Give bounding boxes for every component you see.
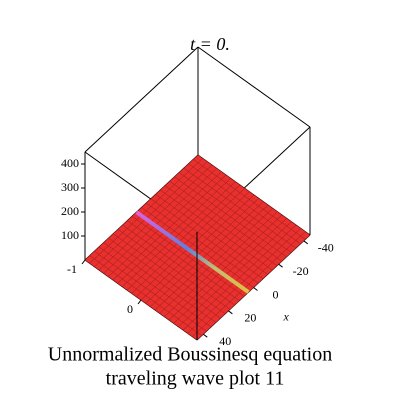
mesh-line xyxy=(98,246,212,328)
box-edge xyxy=(197,46,311,128)
x-tick xyxy=(303,240,309,245)
z-tick-label: 400 xyxy=(61,156,79,170)
x-tick-label: 40 xyxy=(219,334,231,348)
z-tick-label: 100 xyxy=(61,228,79,242)
y-tick-label: 0 xyxy=(127,302,133,316)
mesh-line xyxy=(89,255,202,336)
z-tick-label: 200 xyxy=(61,204,79,218)
x-tick-label: 20 xyxy=(244,311,256,325)
mesh-line xyxy=(94,251,207,332)
y-tick xyxy=(137,299,142,305)
x-tick xyxy=(228,310,233,315)
x-tick xyxy=(202,333,208,338)
surface-mesh xyxy=(89,158,306,337)
x-axis-label: x xyxy=(283,309,290,323)
x-tick xyxy=(253,287,258,291)
x-tick-label: 0 xyxy=(273,287,279,301)
y-tick-label: -1 xyxy=(67,262,77,276)
mesh-line xyxy=(182,224,297,331)
chart-title: t = 0. xyxy=(190,34,230,54)
caption-line: Unnormalized Boussinesq equation xyxy=(48,344,332,366)
z-tick-label: 300 xyxy=(61,180,79,194)
mesh-line xyxy=(187,228,301,334)
y-tick xyxy=(81,259,86,265)
x-tick-label: -20 xyxy=(293,264,309,278)
x-tick xyxy=(278,263,283,268)
box-edge xyxy=(84,46,199,153)
caption-line: traveling wave plot 11 xyxy=(106,368,285,390)
ridge xyxy=(135,210,250,294)
mesh-line xyxy=(192,231,306,337)
x-tick-label: -40 xyxy=(318,241,334,255)
